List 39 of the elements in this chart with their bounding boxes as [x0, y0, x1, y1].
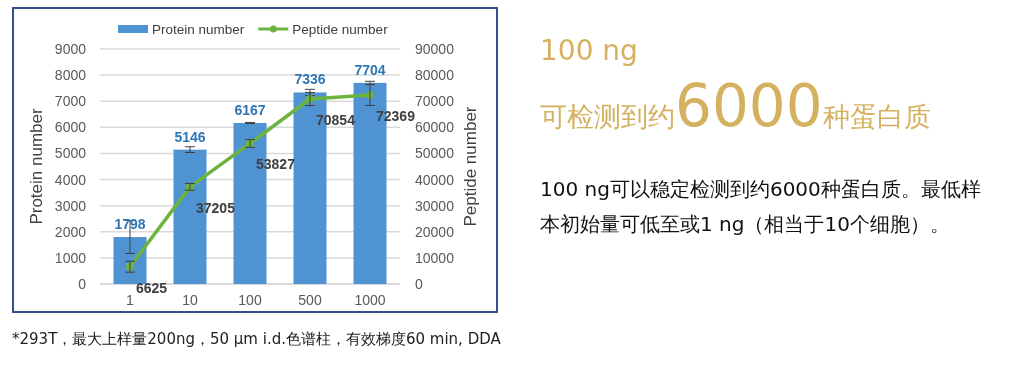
- y2-axis-title: Peptide number: [461, 106, 480, 227]
- text: *293T，最大上样量200ng，50 μm i.d.色谱柱，有效梯度60 min, DDA: [12, 330, 501, 349]
- data-label: 1798: [114, 216, 146, 233]
- x-tick-label: 500: [298, 292, 322, 308]
- y-tick-label: 6000: [54, 119, 87, 136]
- data-label: 6167: [234, 101, 266, 118]
- data-label: 5146: [174, 128, 206, 145]
- data-label: 6625: [136, 279, 168, 296]
- y-tick-label: 5000: [54, 145, 87, 162]
- y2-tick-label: 60000: [415, 119, 455, 136]
- text: 100 ng可以稳定检测到约6000种蛋白质。最低样本初始量可低至或1 ng（相当于10个细胞）。: [540, 176, 982, 238]
- x-tick-label: 100: [238, 292, 262, 308]
- legend-label: Protein number: [152, 22, 245, 37]
- y2-tick-label: 70000: [415, 93, 455, 110]
- text: 100 ng: [540, 34, 638, 67]
- y2-tick-label: 40000: [415, 171, 455, 188]
- y2-tick-label: 0: [415, 276, 423, 292]
- y2-tick-label: 50000: [415, 145, 455, 162]
- y-tick-label: 2000: [54, 223, 87, 240]
- y-tick-label: 9000: [54, 41, 87, 57]
- y-tick-label: 7000: [54, 93, 87, 110]
- data-label: 7336: [294, 71, 326, 88]
- y2-tick-label: 80000: [415, 67, 455, 84]
- x-tick-label: 1000: [354, 292, 386, 308]
- x-tick-label: 10: [182, 292, 198, 308]
- y-tick-label: 8000: [54, 67, 87, 84]
- y-tick-label: 4000: [54, 171, 87, 188]
- text: 可检测到约6000种蛋白质: [540, 72, 931, 140]
- legend-label: Peptide number: [292, 22, 389, 37]
- y-axis-title: Protein number: [27, 108, 46, 225]
- x-tick-label: 1: [126, 292, 135, 308]
- y2-tick-label: 10000: [415, 249, 455, 266]
- y-tick-label: 1000: [54, 249, 87, 266]
- y2-tick-label: 30000: [415, 197, 455, 214]
- data-label: 7704: [354, 61, 386, 78]
- y-tick-label: 3000: [54, 197, 87, 214]
- y2-tick-label: 90000: [415, 41, 455, 57]
- y2-tick-label: 20000: [415, 223, 455, 240]
- y-tick-label: 0: [78, 276, 87, 292]
